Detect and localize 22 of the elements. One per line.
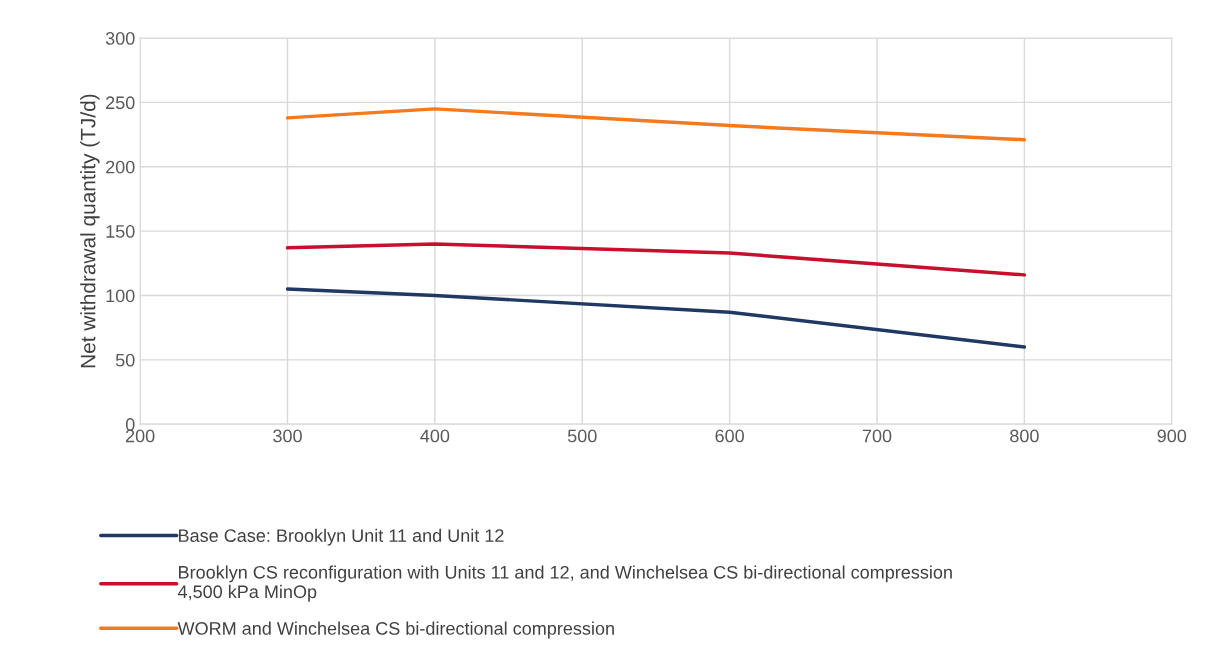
line-series bbox=[285, 287, 1027, 349]
line-series bbox=[285, 107, 1027, 142]
line-series bbox=[285, 242, 1027, 277]
y-tick-label: 50 bbox=[115, 353, 135, 367]
legend-label: Base Case: Brooklyn Unit 11 and Unit 12 bbox=[179, 528, 504, 546]
x-tick-label: 800 bbox=[1010, 429, 1039, 443]
y-tick-label: 200 bbox=[106, 160, 135, 174]
x-tick-label: 600 bbox=[715, 429, 744, 443]
y-axis-title: Net withdrawal quantity (TJ/d) bbox=[80, 94, 100, 368]
x-tick-label: 400 bbox=[420, 429, 450, 443]
x-tick-label: 900 bbox=[1157, 429, 1187, 443]
x-tick-label: 200 bbox=[125, 429, 155, 443]
y-tick-label: 250 bbox=[106, 96, 135, 110]
y-tick-label: 100 bbox=[106, 289, 135, 303]
y-tick-label: 300 bbox=[105, 32, 135, 45]
y-tick-label: 150 bbox=[106, 225, 135, 238]
legend-label: Brooklyn CS reconfiguration with Units 11 and 12, and Winchelsea CS bi-directional compression 4,500 kPa MinOp bbox=[177, 565, 952, 602]
legend-label: WORM and Winchelsea CS bi-directional compression bbox=[177, 621, 614, 639]
x-tick-label: 300 bbox=[273, 429, 302, 443]
y-tick-label: 0 bbox=[125, 418, 135, 431]
x-tick-label: 700 bbox=[862, 429, 892, 443]
x-tick-label: 500 bbox=[567, 429, 597, 443]
